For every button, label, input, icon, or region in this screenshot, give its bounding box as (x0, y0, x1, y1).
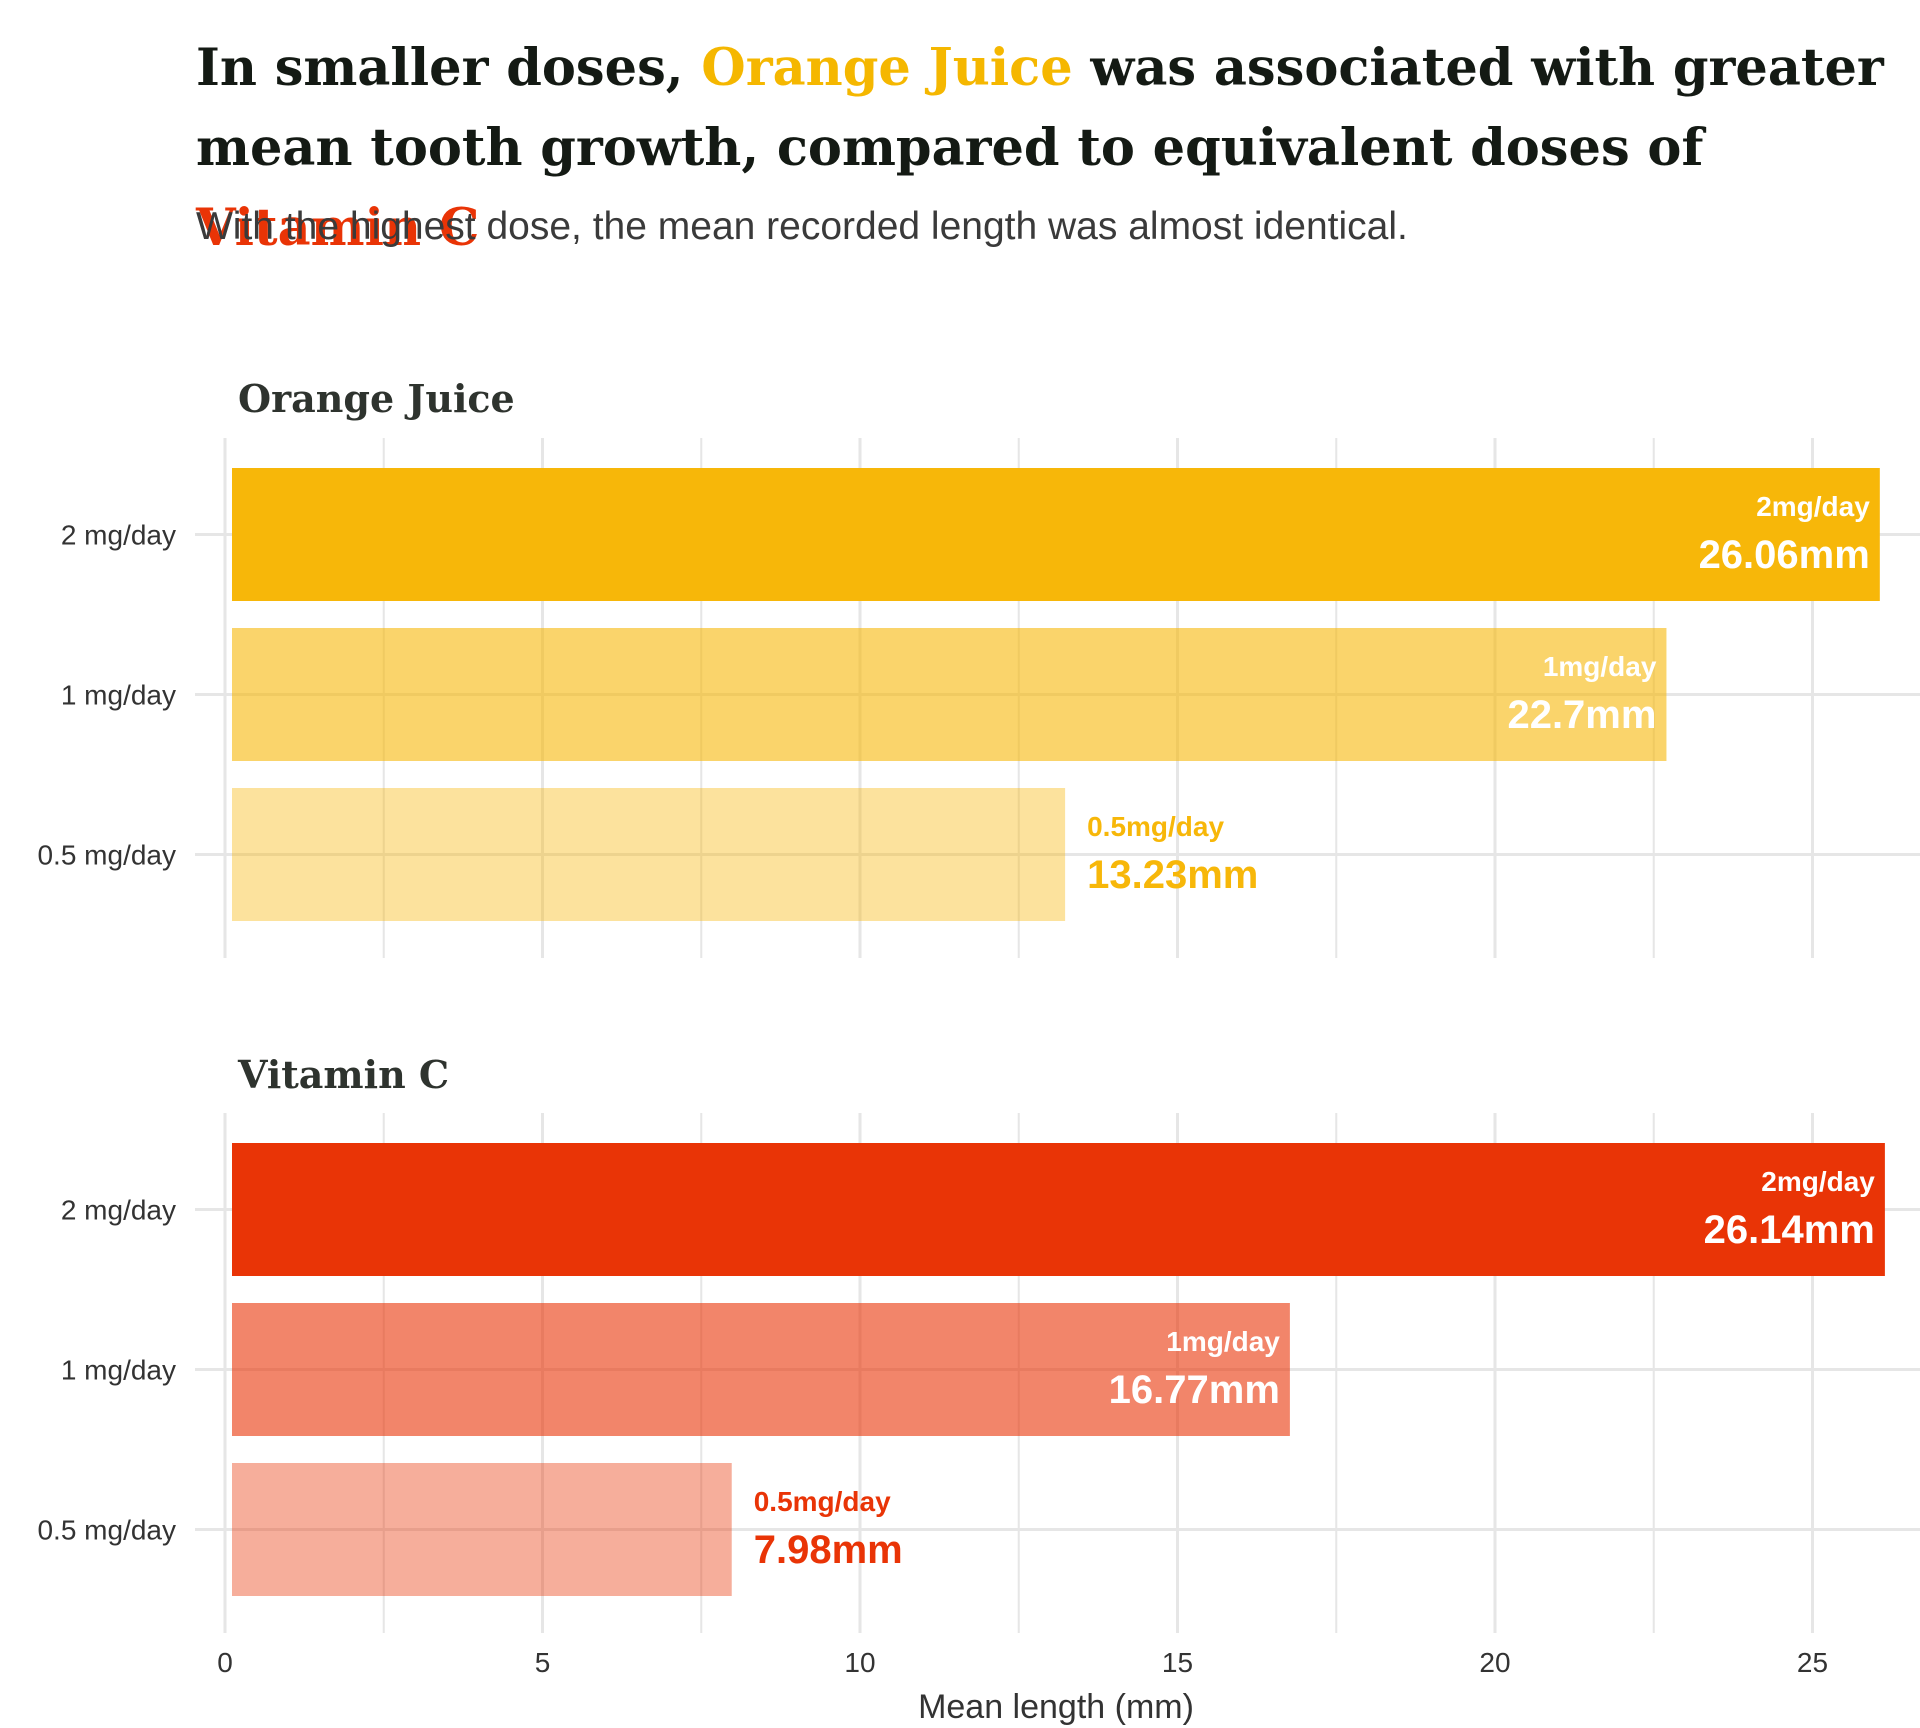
bar-dose-label: 0.5mg/day (1087, 811, 1224, 842)
chart-title: In smaller doses, Orange Juice was assoc… (196, 28, 1896, 268)
bar-value-label: 26.14mm (1704, 1208, 1875, 1252)
bar (232, 1303, 1290, 1436)
x-tick-label: 5 (535, 1647, 551, 1678)
y-tick-label: 0.5 mg/day (37, 840, 176, 871)
bar (232, 1143, 1885, 1276)
title-highlight-vitamin-c: Vitamin C (196, 198, 480, 258)
y-tick-label: 2 mg/day (61, 520, 176, 551)
bar-value-label: 7.98mm (754, 1528, 903, 1572)
x-tick-label: 10 (844, 1647, 875, 1678)
y-tick-label: 1 mg/day (61, 1355, 176, 1386)
bar-value-label: 22.7mm (1507, 693, 1656, 737)
x-tick-label: 15 (1162, 1647, 1193, 1678)
bar-value-label: 26.06mm (1699, 533, 1870, 577)
bar (232, 628, 1667, 761)
x-tick-label: 25 (1797, 1647, 1828, 1678)
bar-dose-label: 2mg/day (1756, 491, 1870, 522)
bar-value-label: 16.77mm (1109, 1368, 1280, 1412)
x-axis-title: Mean length (mm) (918, 1688, 1194, 1726)
bar-dose-label: 1mg/day (1166, 1326, 1280, 1357)
panel-title: Vitamin C (237, 1052, 449, 1097)
y-tick-label: 1 mg/day (61, 680, 176, 711)
title-part-1: In smaller doses, (196, 38, 702, 98)
chart-subtitle: With the highest dose, the mean recorded… (196, 205, 1408, 248)
y-tick-label: 2 mg/day (61, 1195, 176, 1226)
bar (232, 468, 1880, 601)
bar-dose-label: 1mg/day (1543, 651, 1657, 682)
bar-dose-label: 0.5mg/day (754, 1486, 891, 1517)
bar-dose-label: 2mg/day (1761, 1166, 1875, 1197)
bar-value-label: 13.23mm (1087, 853, 1258, 897)
bar (232, 1463, 732, 1596)
title-highlight-orange-juice: Orange Juice (701, 38, 1073, 98)
panel-title: Orange Juice (238, 376, 515, 421)
y-tick-label: 0.5 mg/day (37, 1515, 176, 1546)
x-tick-label: 20 (1479, 1647, 1510, 1678)
bar (232, 788, 1066, 921)
title-part-2: was associated with greater mean tooth g… (196, 38, 1884, 178)
x-tick-label: 0 (217, 1647, 233, 1678)
